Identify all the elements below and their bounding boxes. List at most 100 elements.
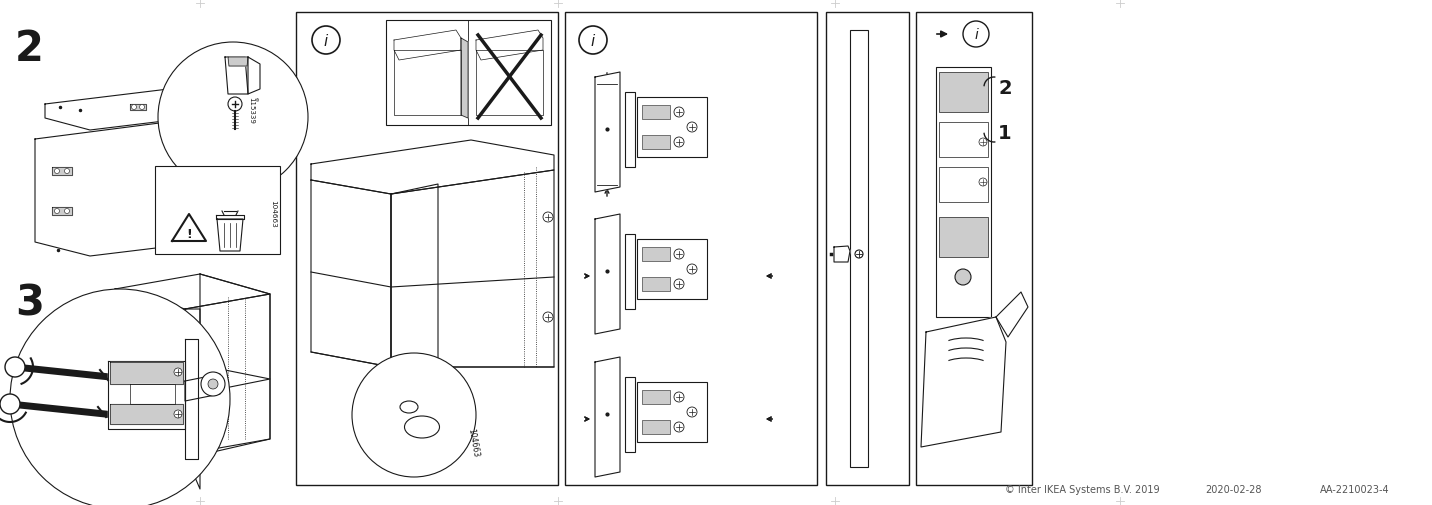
Bar	[296, 13, 558, 485]
Text: 1: 1	[998, 123, 1011, 142]
Bar	[937, 68, 991, 317]
Bar	[939, 73, 988, 113]
Circle shape	[962, 22, 990, 48]
Polygon shape	[921, 317, 1007, 447]
Circle shape	[54, 169, 60, 174]
Text: 2020-02-28: 2020-02-28	[1204, 484, 1262, 494]
Bar	[642, 106, 670, 120]
Text: © Inter IKEA Systems B.V. 2019: © Inter IKEA Systems B.V. 2019	[1005, 484, 1160, 494]
Bar	[387, 21, 551, 126]
Bar	[939, 218, 988, 258]
Circle shape	[674, 422, 684, 432]
Polygon shape	[311, 181, 391, 367]
Polygon shape	[216, 216, 243, 220]
Bar	[939, 123, 988, 158]
Circle shape	[228, 98, 242, 112]
Circle shape	[54, 209, 60, 214]
Circle shape	[543, 313, 553, 322]
Text: e: e	[253, 97, 259, 100]
Circle shape	[352, 354, 475, 477]
Polygon shape	[596, 73, 620, 192]
Polygon shape	[172, 215, 206, 241]
Text: i: i	[324, 33, 328, 48]
Circle shape	[687, 407, 697, 417]
Circle shape	[855, 250, 863, 259]
Polygon shape	[394, 31, 461, 61]
Polygon shape	[391, 185, 438, 397]
Circle shape	[979, 179, 987, 187]
Bar	[637, 382, 707, 442]
Bar	[642, 136, 670, 149]
Circle shape	[208, 379, 218, 389]
Text: 104663: 104663	[465, 427, 480, 458]
Circle shape	[674, 138, 684, 147]
Bar	[637, 98, 707, 158]
Polygon shape	[170, 100, 186, 106]
Polygon shape	[52, 168, 72, 176]
Circle shape	[200, 372, 225, 396]
Text: i: i	[974, 28, 978, 42]
Polygon shape	[185, 310, 200, 489]
Circle shape	[132, 105, 136, 110]
Ellipse shape	[400, 401, 418, 413]
Polygon shape	[475, 31, 543, 61]
Circle shape	[674, 392, 684, 402]
Circle shape	[674, 279, 684, 289]
Bar	[851, 31, 868, 467]
Text: 104663: 104663	[271, 199, 276, 227]
Polygon shape	[218, 220, 243, 251]
Circle shape	[179, 100, 185, 105]
Polygon shape	[200, 274, 271, 455]
Polygon shape	[394, 51, 461, 116]
Polygon shape	[596, 358, 620, 477]
Bar	[642, 390, 670, 404]
Polygon shape	[185, 374, 221, 401]
Circle shape	[64, 169, 70, 174]
Bar	[624, 377, 634, 452]
Bar	[624, 234, 634, 310]
Bar	[916, 13, 1032, 485]
Circle shape	[175, 410, 182, 418]
Polygon shape	[997, 292, 1028, 337]
Bar	[939, 168, 988, 203]
Ellipse shape	[404, 416, 440, 438]
Circle shape	[64, 209, 70, 214]
Text: 2: 2	[14, 28, 44, 70]
Circle shape	[0, 394, 20, 414]
Polygon shape	[34, 122, 231, 257]
Circle shape	[139, 105, 145, 110]
Polygon shape	[44, 88, 231, 131]
Text: 3: 3	[14, 282, 44, 324]
Circle shape	[687, 123, 697, 133]
Circle shape	[579, 27, 607, 55]
Polygon shape	[596, 215, 620, 334]
Text: i: i	[591, 33, 596, 48]
Bar	[642, 420, 670, 434]
Circle shape	[158, 43, 308, 192]
Bar	[155, 167, 281, 255]
Bar	[642, 247, 670, 262]
Circle shape	[175, 368, 182, 376]
Polygon shape	[185, 339, 198, 459]
Circle shape	[10, 289, 231, 505]
Polygon shape	[391, 171, 554, 367]
Bar	[624, 93, 634, 168]
Polygon shape	[130, 105, 146, 111]
Bar	[642, 277, 670, 291]
Circle shape	[312, 27, 339, 55]
Polygon shape	[107, 361, 185, 429]
Text: 2: 2	[998, 78, 1011, 97]
Polygon shape	[52, 208, 72, 216]
Polygon shape	[110, 362, 183, 384]
Polygon shape	[185, 294, 271, 454]
Circle shape	[674, 249, 684, 260]
Circle shape	[172, 100, 176, 105]
Polygon shape	[311, 141, 554, 194]
Polygon shape	[475, 51, 543, 116]
Circle shape	[543, 213, 553, 223]
Circle shape	[979, 139, 987, 147]
Polygon shape	[115, 365, 271, 393]
Circle shape	[955, 270, 971, 285]
Polygon shape	[115, 274, 271, 310]
Circle shape	[674, 108, 684, 118]
